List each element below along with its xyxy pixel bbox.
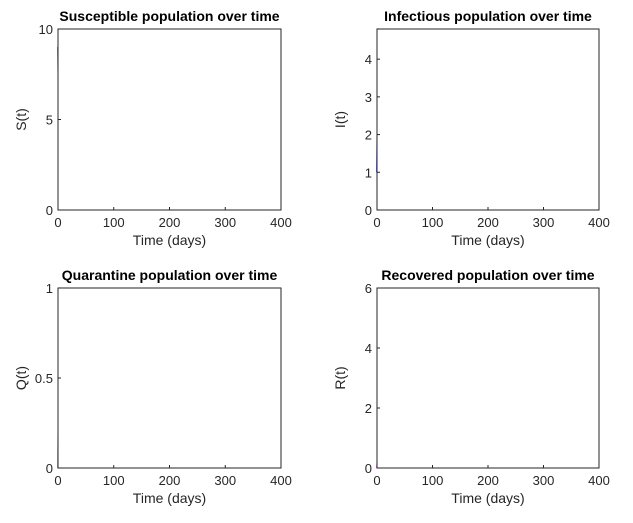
recovered-y-tick-label: 0 xyxy=(365,461,372,476)
infectious-x-tick-label: 100 xyxy=(422,215,444,230)
recovered-y-axis-label: R(t) xyxy=(332,366,348,389)
quarantine-x-axis-label: Time (days) xyxy=(133,490,206,506)
susceptible-y-tick-label: 5 xyxy=(46,113,53,128)
quarantine-y-tick-label: 0 xyxy=(46,461,53,476)
recovered-x-tick-label: 0 xyxy=(373,473,380,488)
infectious-x-tick-label: 200 xyxy=(477,215,499,230)
infectious-y-tick-label: 0 xyxy=(365,203,372,218)
susceptible-x-tick-label: 400 xyxy=(270,215,292,230)
quarantine-axes-box xyxy=(57,287,282,469)
susceptible-y-tick-label: 10 xyxy=(39,22,53,37)
infectious-x-axis-label: Time (days) xyxy=(451,232,524,248)
quarantine-y-axis-label: Q(t) xyxy=(13,366,29,390)
infectious-x-tick-label: 0 xyxy=(373,215,380,230)
infectious-y-tick-label: 2 xyxy=(365,128,372,143)
recovered-y-tick-label: 6 xyxy=(365,281,372,296)
susceptible-y-axis-label: S(t) xyxy=(13,108,29,131)
quarantine-y-tick-label: 1 xyxy=(46,281,53,296)
quarantine-panel: 0 100 200 300 400 0 0.5 1 Quarantine population … xyxy=(13,267,292,506)
infectious-y-tick-label: 3 xyxy=(365,90,372,105)
quarantine-title: Quarantine population over time xyxy=(62,267,278,283)
quarantine-x-tick-label: 0 xyxy=(54,473,61,488)
recovered-y-tick-label: 4 xyxy=(365,341,372,356)
susceptible-panel: 0 100 200 300 400 0 5 10 Susceptible population … xyxy=(13,8,292,248)
infectious-panel: 0 100 200 300 400 0 1 2 3 4 Infectious population … xyxy=(332,8,610,248)
recovered-x-tick-label: 300 xyxy=(533,473,555,488)
recovered-x-axis-label: Time (days) xyxy=(451,490,524,506)
infectious-axes-box xyxy=(376,28,600,211)
recovered-y-tick-label: 2 xyxy=(365,401,372,416)
recovered-x-tick-label: 400 xyxy=(588,473,610,488)
susceptible-x-tick-label: 100 xyxy=(103,215,125,230)
quarantine-x-tick-label: 200 xyxy=(159,473,181,488)
susceptible-axes-box xyxy=(57,28,282,211)
recovered-axes-box xyxy=(376,287,600,469)
susceptible-title: Susceptible population over time xyxy=(59,8,279,24)
recovered-title: Recovered population over time xyxy=(381,267,594,283)
quarantine-x-tick-label: 300 xyxy=(214,473,236,488)
infectious-y-tick-label: 4 xyxy=(365,52,372,67)
susceptible-x-tick-label: 0 xyxy=(54,215,61,230)
quarantine-x-tick-label: 100 xyxy=(103,473,125,488)
susceptible-x-tick-label: 300 xyxy=(214,215,236,230)
susceptible-x-tick-label: 200 xyxy=(159,215,181,230)
recovered-panel: 0 100 200 300 400 0 2 4 6 Recovered population ov… xyxy=(332,267,610,506)
quarantine-x-tick-label: 400 xyxy=(270,473,292,488)
infectious-y-axis-label: I(t) xyxy=(332,111,348,128)
quarantine-y-tick-label: 0.5 xyxy=(35,371,53,386)
susceptible-x-axis-label: Time (days) xyxy=(133,232,206,248)
infectious-x-tick-label: 300 xyxy=(533,215,555,230)
infectious-y-tick-label: 1 xyxy=(365,165,372,180)
infectious-title: Infectious population over time xyxy=(384,8,592,24)
infectious-x-tick-label: 400 xyxy=(588,215,610,230)
recovered-x-tick-label: 200 xyxy=(477,473,499,488)
susceptible-y-tick-label: 0 xyxy=(46,203,53,218)
recovered-x-tick-label: 100 xyxy=(422,473,444,488)
